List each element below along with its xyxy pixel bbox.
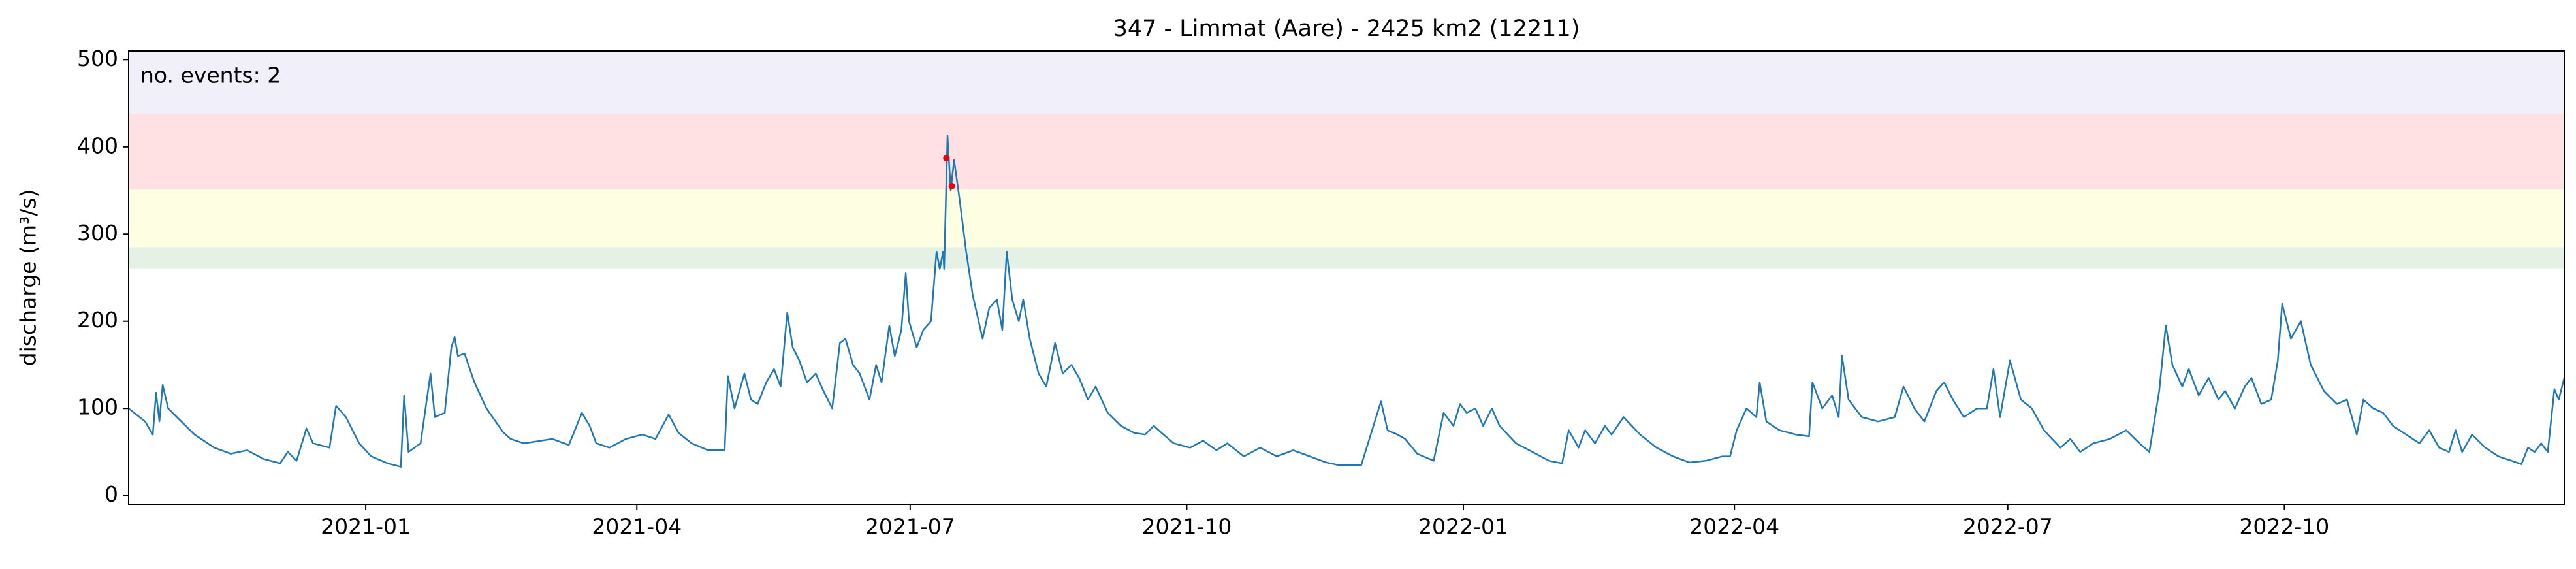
x-tick-label: 2021-04 (592, 514, 682, 540)
plot-frame (128, 50, 2565, 505)
threshold-band (129, 247, 2564, 269)
x-tick-label: 2022-01 (1418, 514, 1508, 540)
y-tick-label: 200 (77, 307, 118, 333)
event-point (948, 182, 955, 189)
y-axis-label: discharge (m³/s) (16, 189, 41, 366)
x-tick-label: 2021-07 (865, 514, 955, 540)
annotation: no. events: 2 (140, 63, 281, 88)
x-tick-label: 2022-04 (1689, 514, 1779, 540)
x-tick-label: 2021-01 (321, 514, 411, 540)
y-tick-label: 500 (77, 46, 118, 71)
event-point (943, 155, 950, 162)
x-tick-label: 2022-07 (1963, 514, 2053, 540)
y-tick-label: 0 (104, 481, 118, 507)
y-tick-label: 100 (77, 395, 118, 420)
threshold-band (129, 51, 2564, 114)
discharge-line (128, 135, 2566, 468)
chart-title: 347 - Limmat (Aare) - 2425 km2 (12211) (1113, 16, 1580, 42)
threshold-band (129, 114, 2564, 190)
y-tick-label: 300 (77, 220, 118, 246)
threshold-band (129, 189, 2564, 248)
x-tick-label: 2022-10 (2239, 514, 2329, 540)
y-tick-label: 400 (77, 133, 118, 158)
x-tick-label: 2021-10 (1141, 514, 1232, 540)
